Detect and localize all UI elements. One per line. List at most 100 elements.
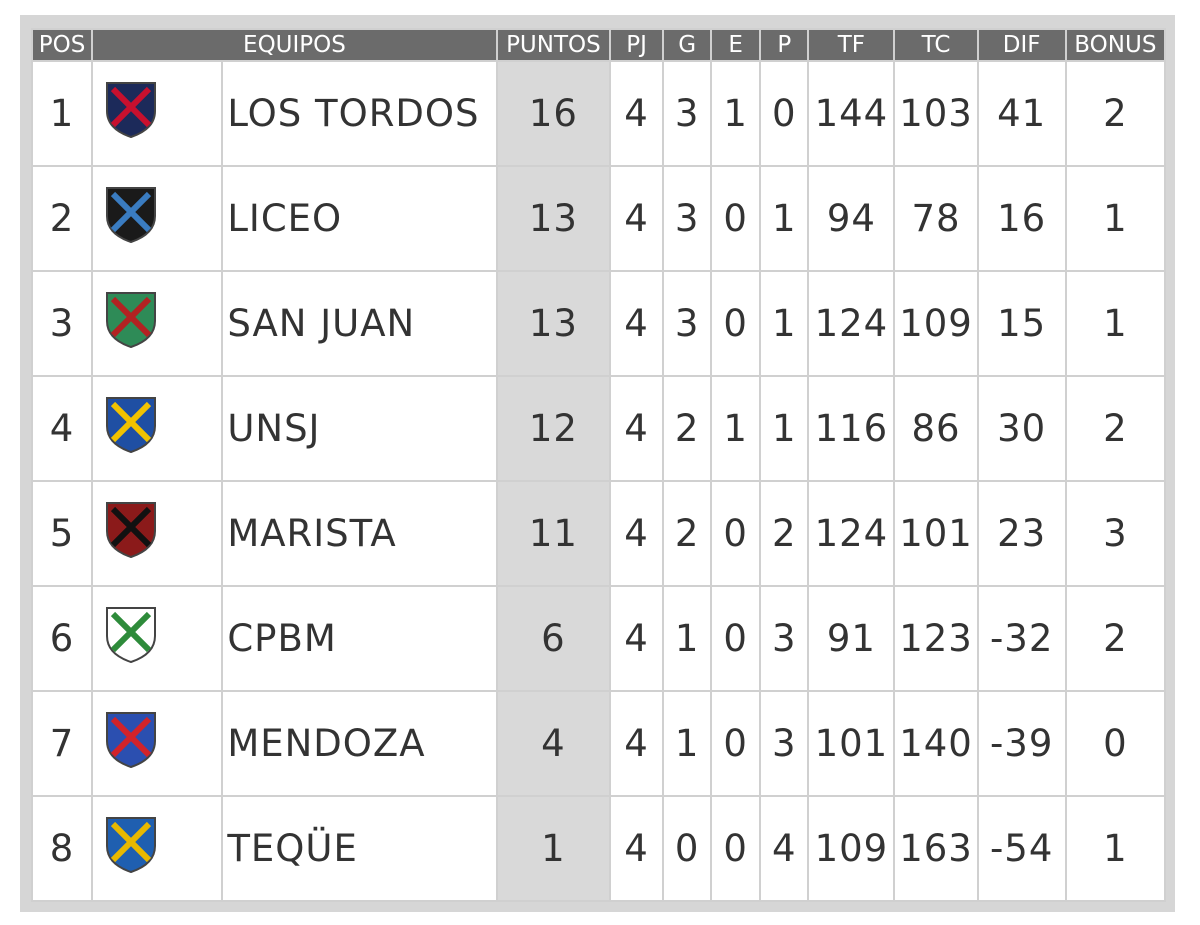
stat-cell: 1 (1066, 797, 1164, 900)
column-header: DIF (978, 30, 1065, 60)
stat-cell: 101 (809, 692, 894, 795)
stat-cell: 116 (809, 377, 894, 480)
position: 1 (33, 62, 92, 165)
stat-cell: 0 (712, 167, 760, 270)
stat-cell: 0 (712, 692, 760, 795)
stat-cell: 124 (809, 272, 894, 375)
points: 13 (497, 167, 609, 270)
position: 7 (33, 692, 92, 795)
stat-cell: -39 (978, 692, 1065, 795)
stat-cell: 140 (895, 692, 977, 795)
position: 8 (33, 797, 92, 900)
points: 13 (497, 272, 609, 375)
stat-cell: 91 (809, 587, 894, 690)
header-row: POS EQUIPOS PUNTOS PJ G E P TF TC DIF BONUS (33, 30, 1164, 60)
column-header: TF (809, 30, 894, 60)
column-header: E (712, 30, 760, 60)
stat-cell: 4 (611, 62, 663, 165)
stat-cell: 4 (611, 377, 663, 480)
stat-cell: 1 (1066, 272, 1164, 375)
points: 6 (497, 587, 609, 690)
logo-cell (93, 482, 222, 585)
stat-cell: 109 (809, 797, 894, 900)
points: 16 (497, 62, 609, 165)
stat-cell: 144 (809, 62, 894, 165)
stat-cell: 4 (611, 692, 663, 795)
stat-cell: 1 (712, 377, 760, 480)
logo-cell (93, 272, 222, 375)
column-header: P (761, 30, 808, 60)
stat-cell: 1 (1066, 167, 1164, 270)
stat-cell: 2 (1066, 62, 1164, 165)
team-row: 5 MARISTA 11 4 2 0 2 124 101 23 3 (33, 482, 1164, 585)
stat-cell: 0 (1066, 692, 1164, 795)
stat-cell: 0 (664, 797, 711, 900)
position: 3 (33, 272, 92, 375)
logo-cell (93, 587, 222, 690)
stat-cell: 4 (761, 797, 808, 900)
stat-cell: 3 (761, 692, 808, 795)
stat-cell: 2 (664, 482, 711, 585)
team-name: LICEO (223, 167, 496, 270)
team-row: 3 SAN JUAN 13 4 3 0 1 124 109 15 1 (33, 272, 1164, 375)
stat-cell: 123 (895, 587, 977, 690)
stat-cell: 4 (611, 167, 663, 270)
stat-cell: 4 (611, 482, 663, 585)
points: 4 (497, 692, 609, 795)
stat-cell: 30 (978, 377, 1065, 480)
table-body: 1 LOS TORDOS 16 4 3 1 0 144 103 41 2 2 LICEO 13 4 3 0 1 94… (33, 62, 1164, 900)
team-logo (106, 712, 157, 769)
points: 1 (497, 797, 609, 900)
team-logo (106, 502, 157, 559)
stat-cell: 94 (809, 167, 894, 270)
stat-cell: 3 (1066, 482, 1164, 585)
stat-cell: 1 (761, 377, 808, 480)
stat-cell: 23 (978, 482, 1065, 585)
stat-cell: 163 (895, 797, 977, 900)
standings-frame: POS EQUIPOS PUNTOS PJ G E P TF TC DIF BONUS 1 LOS T… (20, 15, 1175, 912)
column-header: PUNTOS (497, 30, 609, 60)
team-logo (106, 292, 157, 349)
stat-cell: 0 (712, 797, 760, 900)
column-header: BONUS (1066, 30, 1164, 60)
position: 4 (33, 377, 92, 480)
team-name: LOS TORDOS (223, 62, 496, 165)
stat-cell: 4 (611, 797, 663, 900)
logo-cell (93, 692, 222, 795)
stat-cell: 1 (664, 692, 711, 795)
points: 12 (497, 377, 609, 480)
stat-cell: 3 (761, 587, 808, 690)
team-name: MARISTA (223, 482, 496, 585)
stat-cell: 86 (895, 377, 977, 480)
position: 2 (33, 167, 92, 270)
team-logo (106, 607, 157, 664)
stat-cell: 109 (895, 272, 977, 375)
column-header: EQUIPOS (93, 30, 496, 60)
team-name: TEQÜE (223, 797, 496, 900)
team-logo (106, 817, 157, 874)
team-name: CPBM (223, 587, 496, 690)
stat-cell: 4 (611, 587, 663, 690)
column-header: TC (895, 30, 977, 60)
team-logo (106, 82, 157, 139)
stat-cell: 3 (664, 62, 711, 165)
stat-cell: 0 (712, 587, 760, 690)
team-name: MENDOZA (223, 692, 496, 795)
stat-cell: 103 (895, 62, 977, 165)
stat-cell: 101 (895, 482, 977, 585)
stat-cell: 3 (664, 167, 711, 270)
team-row: 4 UNSJ 12 4 2 1 1 116 86 30 2 (33, 377, 1164, 480)
stat-cell: 2 (761, 482, 808, 585)
team-logo (106, 187, 157, 244)
position: 5 (33, 482, 92, 585)
stat-cell: 1 (712, 62, 760, 165)
stat-cell: 3 (664, 272, 711, 375)
logo-cell (93, 167, 222, 270)
team-row: 6 CPBM 6 4 1 0 3 91 123 -32 2 (33, 587, 1164, 690)
standings-table: POS EQUIPOS PUNTOS PJ G E P TF TC DIF BONUS 1 LOS T… (31, 28, 1166, 902)
stat-cell: 78 (895, 167, 977, 270)
points: 11 (497, 482, 609, 585)
stat-cell: 1 (761, 167, 808, 270)
column-header: G (664, 30, 711, 60)
